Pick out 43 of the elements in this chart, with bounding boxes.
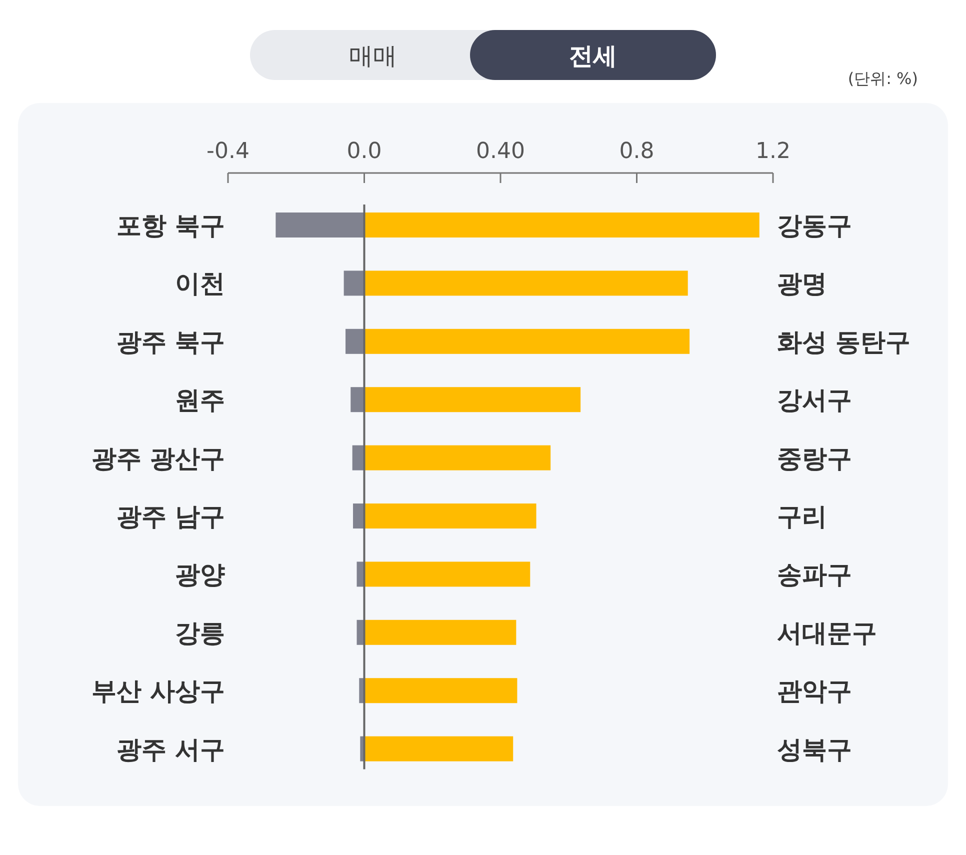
- bar: [364, 387, 581, 412]
- y2-tick-label: 광명: [777, 269, 827, 298]
- y-tick-label: 광주 북구: [116, 327, 225, 356]
- bar: [353, 504, 364, 528]
- text: (단위: %): [848, 69, 918, 88]
- y2-tick-label: 서대문구: [777, 618, 877, 648]
- x-tick-label: 0.8: [619, 139, 654, 164]
- y2-tick-label: 강서구: [777, 386, 852, 415]
- x-tick-label: 0.0: [346, 139, 382, 164]
- bar: [276, 212, 364, 238]
- y2-tick-label: 관악구: [777, 676, 852, 706]
- y2-tick-label: 강동구: [777, 211, 852, 240]
- bar: [364, 270, 688, 296]
- bar: [364, 445, 551, 470]
- y-tick-label: 포항 북구: [116, 211, 225, 240]
- bar: [364, 736, 514, 762]
- x-tick-label: -0.4: [206, 139, 250, 164]
- y2-tick-label: 중랑구: [777, 444, 852, 473]
- y2-tick-label: 송파구: [777, 560, 852, 590]
- bar: [364, 562, 530, 587]
- y-tick-label: 강릉: [175, 618, 225, 648]
- bar: [364, 212, 760, 238]
- y-tick-label: 원주: [175, 386, 225, 415]
- bar: [352, 445, 364, 470]
- y2-tick-label: 구리: [777, 502, 827, 531]
- bar: [364, 504, 536, 528]
- x-tick-label: 1.2: [756, 139, 790, 164]
- x-tick-label: 0.40: [476, 139, 525, 164]
- toggle: 매매 전세: [250, 30, 716, 80]
- y-tick-label: 이천: [175, 269, 225, 298]
- bar: [346, 328, 364, 354]
- bar: [344, 270, 364, 296]
- y-tick-label: 광양: [175, 560, 225, 590]
- y2-tick-label: 화성 동탄구: [777, 327, 911, 356]
- bar: [364, 620, 516, 645]
- y-tick-label: 광주 서구: [116, 734, 225, 764]
- bar: [364, 678, 518, 704]
- bar: [364, 328, 690, 354]
- y-tick-label: 광주 광산구: [91, 444, 225, 473]
- y-tick-label: 부산 사상구: [91, 676, 225, 706]
- bar: [350, 387, 364, 412]
- y2-tick-label: 성북구: [777, 734, 852, 764]
- y-tick-label: 광주 남구: [116, 502, 225, 531]
